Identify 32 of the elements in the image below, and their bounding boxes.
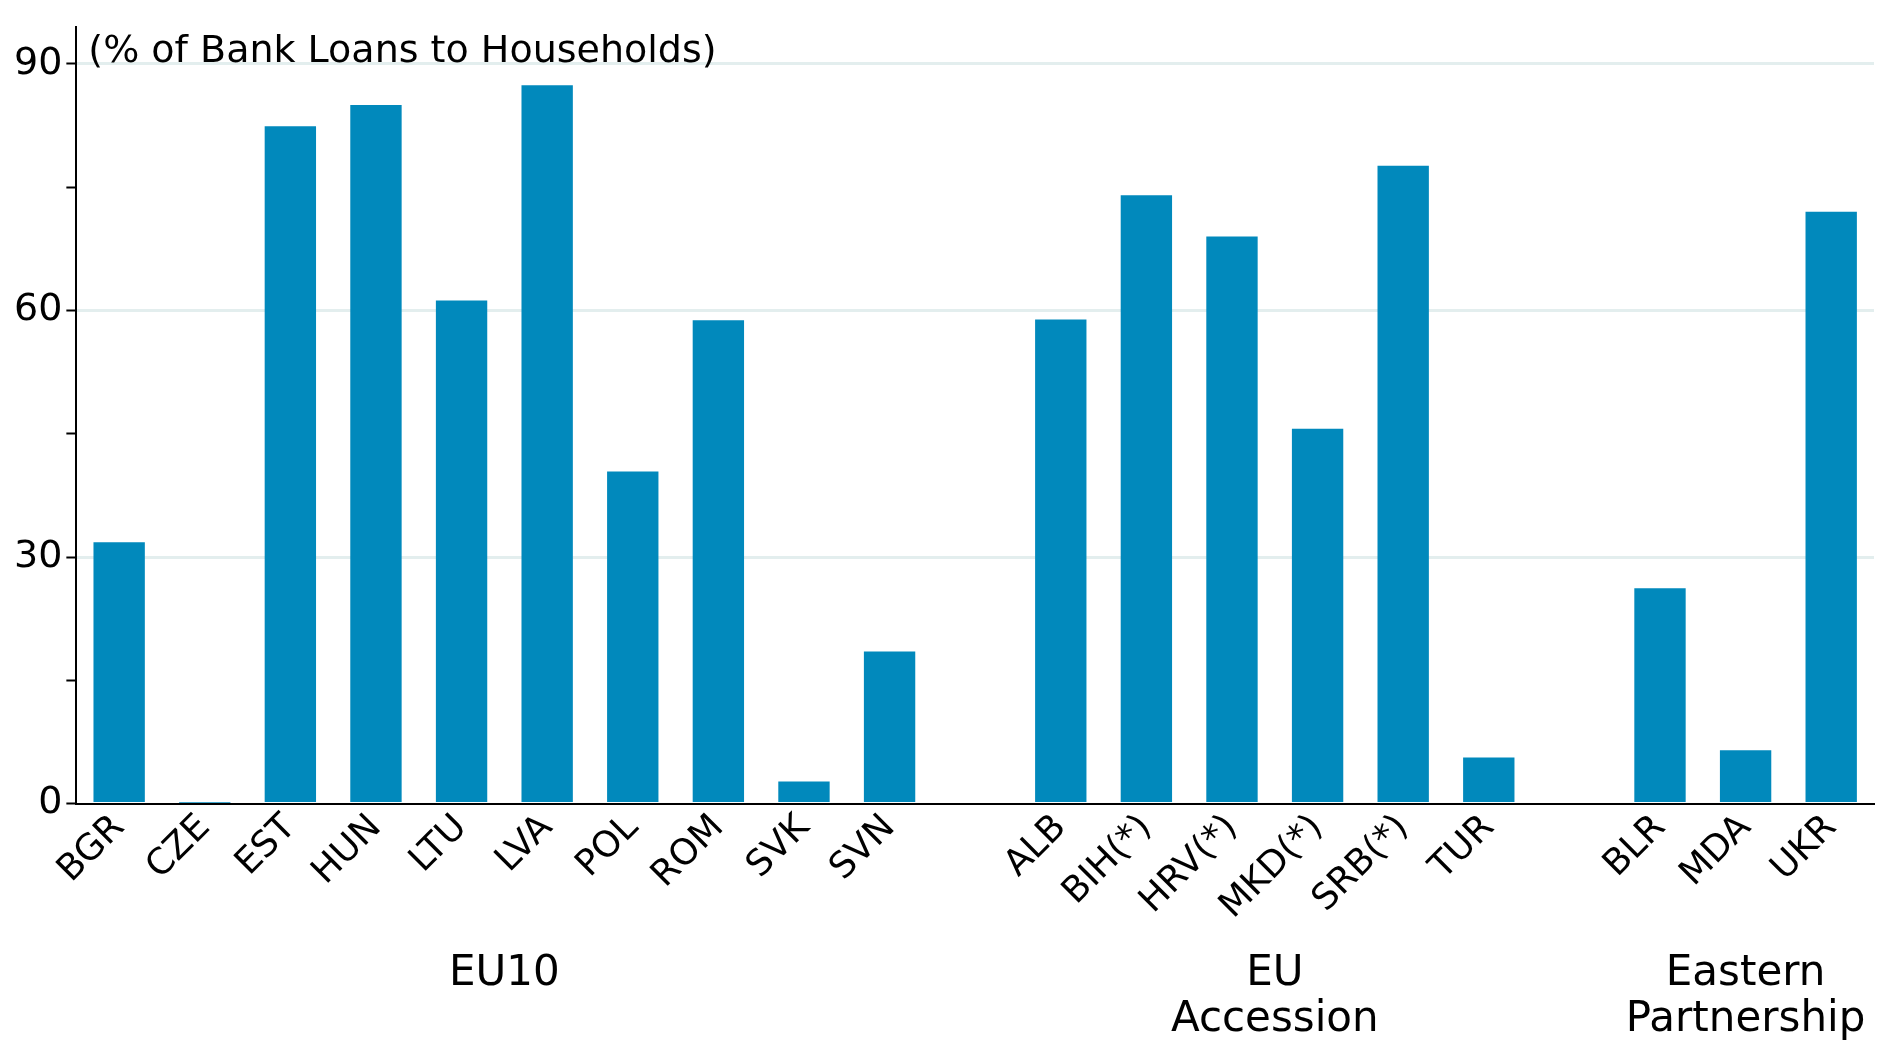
bar bbox=[435, 300, 488, 803]
bar bbox=[607, 471, 659, 803]
y-tick-label: 90 bbox=[13, 38, 63, 83]
bar bbox=[1719, 750, 1772, 803]
bar bbox=[778, 781, 830, 803]
bar bbox=[1120, 195, 1173, 803]
bar bbox=[93, 542, 145, 803]
bar bbox=[863, 651, 916, 803]
bar bbox=[1463, 757, 1515, 803]
y-tick-label: 60 bbox=[13, 285, 63, 330]
bar bbox=[264, 126, 317, 803]
bar bbox=[1805, 211, 1857, 803]
y-axis-title: (% of Bank Loans to Households) bbox=[88, 26, 717, 71]
text: Eastern Partnership bbox=[1625, 945, 1866, 1041]
x-tick-label: UKR bbox=[1761, 805, 1844, 888]
x-tick-label: LVA bbox=[485, 804, 560, 879]
text: EU Accession bbox=[1170, 945, 1379, 1041]
x-tick-label: POL bbox=[566, 805, 646, 884]
bar bbox=[1377, 165, 1429, 803]
y-tick-label: 0 bbox=[38, 778, 63, 823]
x-tick-label: TUR bbox=[1419, 805, 1502, 887]
text: EU10 bbox=[449, 945, 560, 995]
bar bbox=[1206, 236, 1258, 803]
x-tick-label: BLR bbox=[1593, 805, 1673, 884]
bar bbox=[350, 104, 402, 803]
bar bbox=[1291, 428, 1344, 803]
bar bbox=[521, 85, 573, 803]
y-tick-label: 30 bbox=[13, 531, 63, 576]
x-tick-label: LTU bbox=[399, 805, 474, 880]
bar bbox=[1035, 319, 1087, 803]
bar bbox=[692, 320, 745, 803]
bar bbox=[1634, 588, 1686, 803]
